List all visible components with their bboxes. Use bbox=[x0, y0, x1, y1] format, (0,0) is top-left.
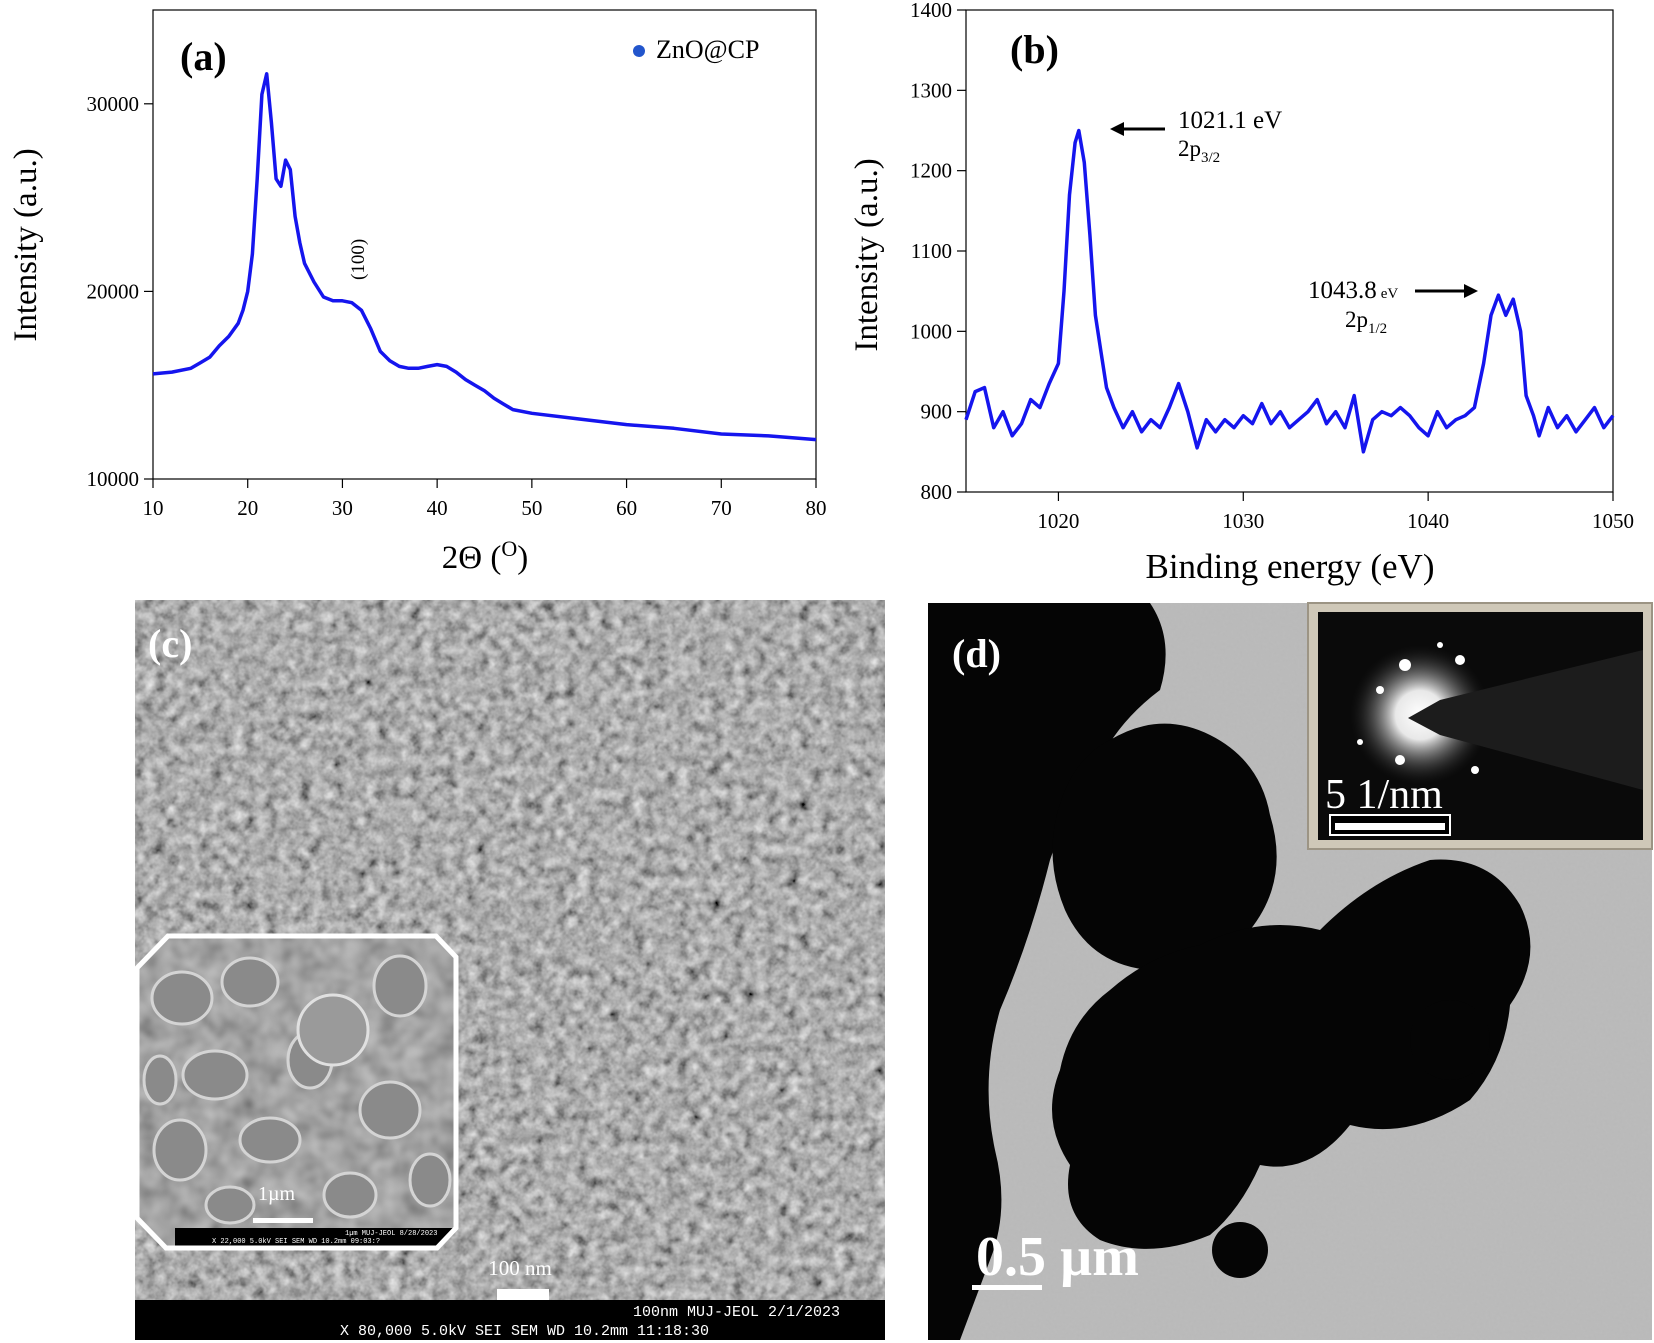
tem-particle-lobe-small bbox=[1212, 1222, 1268, 1278]
xps-y-tick-label: 800 bbox=[921, 480, 953, 504]
sem-inset-footer: X 22,000 5.0kV SEI SEM WD 10.2mm 09:03:? bbox=[212, 1238, 380, 1246]
xps-y-tick-label: 1000 bbox=[910, 319, 952, 343]
panel-label-a: (a) bbox=[180, 34, 227, 79]
tem-image-panel: (d) 0.5 µm 5 1/nm bbox=[928, 602, 1653, 1340]
saed-spots bbox=[1357, 642, 1493, 774]
xrd-y-tick-label: 10000 bbox=[87, 467, 140, 491]
sem-inset-footer-right: 1µm MUJ-JEOL 8/28/2023 bbox=[345, 1230, 437, 1238]
sem-inset-grains bbox=[142, 954, 452, 1225]
saed-inset: 5 1/nm bbox=[1307, 602, 1653, 850]
peak-arrow-2-head bbox=[1464, 284, 1478, 298]
xps-x-tick-label: 1050 bbox=[1592, 509, 1634, 533]
peak-annotation-100: (100) bbox=[348, 239, 369, 280]
orbital-sub-3-2: 3/2 bbox=[1201, 150, 1220, 166]
xrd-x-tick-label: 70 bbox=[711, 496, 732, 520]
tem-particle-lobe bbox=[1410, 1000, 1490, 1080]
xps-plot-frame bbox=[965, 9, 1614, 493]
sem-inset-scale-bar bbox=[253, 1218, 313, 1223]
xps-x-axis-label: Binding energy (eV) bbox=[1145, 547, 1434, 586]
xrd-plot-frame bbox=[152, 9, 817, 480]
xrd-x-axis-label-sup: O bbox=[501, 536, 517, 561]
tem-particle-left bbox=[928, 603, 1166, 1340]
xps-y-axis-label: Intensity (a.u.) bbox=[849, 158, 885, 351]
xps-y-tick-label: 1400 bbox=[910, 0, 952, 22]
peak-label-1043-value: 1043.8 bbox=[1308, 277, 1377, 304]
xrd-x-tick-label: 50 bbox=[521, 496, 542, 520]
sem-inset-scale-label: 1µm bbox=[258, 1183, 296, 1205]
peak-label-1021: 1021.1 eV bbox=[1178, 107, 1282, 134]
xps-series-line bbox=[964, 128, 1615, 454]
peak-label-2p32: 2p3/2 bbox=[1178, 136, 1220, 166]
peak-label-1043: 1043.8 eV bbox=[1308, 277, 1398, 304]
peak-label-2p12: 2p1/2 bbox=[1345, 307, 1387, 337]
xrd-x-tick-label: 30 bbox=[332, 496, 353, 520]
tem-particle-cluster bbox=[1052, 859, 1531, 1249]
tem-particles bbox=[928, 603, 1531, 1340]
sem-info-top: 100nm MUJ-JEOL 2/1/2023 bbox=[633, 1304, 840, 1321]
sem-image-panel: (c) 1µm X 22,000 5.0kV SEI S bbox=[134, 600, 885, 1340]
xrd-x-tick-label: 20 bbox=[237, 496, 258, 520]
xps-y-tick-label: 1100 bbox=[911, 239, 952, 263]
peak-arrow-1-head bbox=[1110, 122, 1124, 136]
orbital-sub-1-2: 1/2 bbox=[1368, 321, 1387, 337]
xrd-y-axis-label: Intensity (a.u.) bbox=[8, 148, 44, 341]
sem-scale-bar bbox=[497, 1289, 549, 1300]
orbital-2p: 2p bbox=[1178, 136, 1201, 161]
xrd-x-tick-label: 40 bbox=[427, 496, 448, 520]
legend-marker bbox=[633, 45, 645, 57]
xps-axis-ticks: 1020 1030 1040 1050 800 900 1000 1100 1200 1300 14… bbox=[910, 0, 1634, 533]
xrd-x-tick-label: 10 bbox=[143, 496, 164, 520]
tem-scale-label: 0.5 µm bbox=[976, 1226, 1139, 1288]
xrd-x-axis-label-close: ) bbox=[517, 540, 528, 576]
saed-beam-stop bbox=[1408, 650, 1643, 790]
sem-inset-frame bbox=[134, 933, 459, 1251]
xps-chart: 1020 1030 1040 1050 800 900 1000 1100 1200 1300 14… bbox=[849, 0, 1634, 586]
xps-y-tick-label: 1300 bbox=[910, 78, 952, 102]
xps-x-tick-label: 1030 bbox=[1222, 509, 1264, 533]
xrd-x-axis-label: 2Θ (O) bbox=[442, 536, 528, 576]
xrd-axis-ticks: 10 20 30 40 50 60 70 80 10000 20000 30000 bbox=[87, 92, 827, 520]
xps-series bbox=[964, 128, 1615, 454]
sem-info-bar bbox=[135, 1300, 885, 1340]
xps-x-tick-label: 1040 bbox=[1407, 509, 1449, 533]
xps-y-tick-label: 1200 bbox=[910, 159, 952, 183]
xrd-x-tick-label: 60 bbox=[616, 496, 637, 520]
sem-inset-info-bar bbox=[175, 1228, 456, 1248]
xrd-series-line bbox=[152, 72, 817, 442]
xps-y-tick-label: 900 bbox=[921, 400, 953, 424]
sem-scale-label: 100 nm bbox=[488, 1256, 552, 1280]
tem-scale-bar bbox=[972, 1285, 1042, 1290]
xrd-chart: 10 20 30 40 50 60 70 80 10000 20000 30000 (a) ZnO@… bbox=[8, 9, 827, 576]
xrd-series bbox=[152, 72, 817, 442]
xrd-x-axis-label-main: 2Θ ( bbox=[442, 540, 502, 576]
tem-particle-top bbox=[1052, 723, 1277, 971]
xrd-y-tick-label: 20000 bbox=[87, 279, 140, 303]
sem-inset-sphere bbox=[296, 993, 370, 1067]
panel-label-d: (d) bbox=[952, 631, 1001, 676]
panel-label-c: (c) bbox=[148, 621, 192, 666]
sem-info-bottom: X 80,000 5.0kV SEI SEM WD 10.2mm 11:18:3… bbox=[340, 1323, 709, 1340]
sem-inset: 1µm X 22,000 5.0kV SEI SEM WD 10.2mm 09:… bbox=[134, 933, 459, 1251]
saed-scale-label: 5 1/nm bbox=[1325, 772, 1443, 818]
legend-label: ZnO@CP bbox=[656, 35, 759, 64]
panel-label-b: (b) bbox=[1010, 27, 1059, 72]
peak-label-1043-unit: eV bbox=[1381, 286, 1399, 302]
xrd-x-tick-label: 80 bbox=[806, 496, 827, 520]
xps-x-tick-label: 1020 bbox=[1037, 509, 1079, 533]
xrd-y-tick-label: 30000 bbox=[87, 92, 140, 116]
orbital-2p-b: 2p bbox=[1345, 307, 1368, 332]
saed-scale-bar bbox=[1335, 823, 1445, 830]
